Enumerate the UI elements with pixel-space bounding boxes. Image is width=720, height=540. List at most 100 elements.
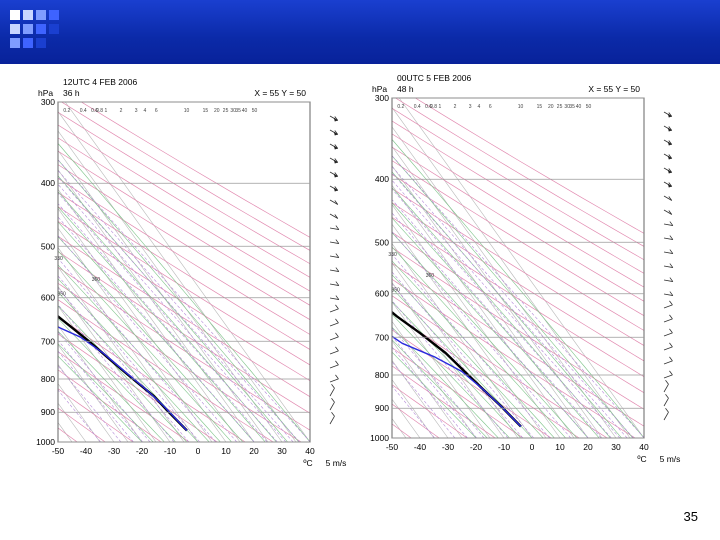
wind-barb-feather xyxy=(334,158,339,163)
dewpoint-profile-line xyxy=(392,335,522,427)
isotherm xyxy=(392,262,519,438)
isotherm xyxy=(340,98,378,438)
wind-barb-icon xyxy=(663,384,669,393)
temperature-tick-label: -40 xyxy=(80,446,93,456)
dry-adiabat xyxy=(392,120,644,274)
dry-adiabat xyxy=(58,150,310,306)
theta-label: 350 xyxy=(391,287,400,293)
wind-barb-icon xyxy=(329,416,335,425)
pressure-tick-label: 500 xyxy=(375,237,389,247)
logo-square xyxy=(10,24,20,34)
mixing-ratio-label: 25 xyxy=(223,108,229,114)
dry-adiabat xyxy=(392,247,644,410)
wind-barb-icon xyxy=(329,255,339,258)
mixing-ratio-label: 0.6 xyxy=(425,104,432,110)
wind-barb-feather xyxy=(335,267,340,272)
wind-barb-feather xyxy=(331,383,335,389)
moist-adiabat xyxy=(392,351,477,438)
moist-adiabat xyxy=(392,202,600,438)
dry-adiabat xyxy=(58,220,310,382)
mixing-ratio-line xyxy=(392,271,534,438)
temperature-tick-label: 10 xyxy=(221,446,231,456)
moist-adiabat xyxy=(392,217,589,438)
isotherm xyxy=(392,223,547,438)
mixing-ratio-line xyxy=(58,275,200,442)
logo-square xyxy=(23,24,33,34)
wind-barb-icon xyxy=(663,209,672,215)
moist-adiabat xyxy=(392,155,634,438)
pressure-tick-label: 800 xyxy=(41,374,55,384)
logo-square xyxy=(23,10,33,20)
mixing-ratio-line xyxy=(58,365,122,442)
isotherm xyxy=(58,110,297,442)
pressure-tick-label: 400 xyxy=(375,174,389,184)
mixing-ratio-label: 4 xyxy=(144,108,147,114)
wind-barb-feather xyxy=(669,221,674,226)
isotherm xyxy=(398,98,644,438)
isotherm xyxy=(340,98,350,438)
plot-area xyxy=(58,102,310,442)
theta-label: 360 xyxy=(92,277,101,283)
wind-barb-icon xyxy=(329,402,335,411)
mixing-ratio-line xyxy=(58,176,294,442)
temperature-tick-label: -40 xyxy=(414,442,427,452)
isotherm xyxy=(392,379,435,438)
mixing-ratio-line xyxy=(392,300,509,438)
wind-barb-icon xyxy=(329,199,338,205)
pressure-tick-label: 500 xyxy=(41,241,55,251)
dry-adiabat xyxy=(58,351,190,442)
grid-location: X = 55 Y = 50 xyxy=(254,88,306,98)
mixing-ratio-line xyxy=(58,216,255,442)
temperature-tick-label: -20 xyxy=(470,442,483,452)
isotherm xyxy=(58,441,59,442)
page-number: 35 xyxy=(683,509,698,524)
mixing-ratio-line xyxy=(392,166,634,438)
dry-adiabat xyxy=(58,111,310,265)
chart-subtitle: 36 h xyxy=(63,88,80,98)
wind-barb-icon xyxy=(663,332,673,337)
moist-adiabat xyxy=(58,278,210,442)
dry-adiabat xyxy=(392,202,644,362)
wind-barb-pennant xyxy=(667,183,672,188)
wind-barb-icon xyxy=(329,364,339,369)
dry-adiabat xyxy=(58,177,310,335)
wind-barb-icon xyxy=(663,251,673,254)
wind-barb-icon xyxy=(329,269,339,272)
dry-adiabat xyxy=(392,173,644,331)
moist-adiabat xyxy=(58,191,277,442)
temperature-tick-label: 0 xyxy=(196,446,201,456)
isotherm xyxy=(58,188,241,442)
dry-adiabat xyxy=(58,299,274,442)
x-axis-label: ºC xyxy=(637,454,646,464)
logo-square xyxy=(23,38,33,48)
wind-barb-pennant xyxy=(667,141,672,146)
wind-barb-feather xyxy=(334,186,339,191)
wind-barb-icon xyxy=(663,293,673,296)
isotherm xyxy=(58,363,115,442)
pressure-tick-label: 900 xyxy=(41,407,55,417)
temperature-tick-label: -10 xyxy=(498,442,511,452)
wind-barb-feather xyxy=(668,112,673,117)
wind-barb-feather xyxy=(335,304,339,310)
moist-adiabat xyxy=(58,343,154,442)
blue-squares-logo xyxy=(10,10,59,54)
logo-square xyxy=(36,10,46,20)
dry-adiabat xyxy=(58,124,310,278)
theta-label: 360 xyxy=(426,273,435,279)
dry-adiabat xyxy=(58,235,310,398)
wind-barb-icon xyxy=(663,398,669,407)
mixing-ratio-label: 50 xyxy=(586,104,592,110)
isotherm xyxy=(58,227,213,442)
dry-adiabat xyxy=(81,102,310,238)
mixing-ratio-line xyxy=(392,253,550,438)
dry-adiabat xyxy=(58,251,310,414)
pressure-tick-label: 700 xyxy=(375,332,389,342)
isotherm xyxy=(392,106,631,438)
wind-barb-icon xyxy=(329,378,339,383)
mixing-ratio-line xyxy=(58,235,238,442)
mixing-ratio-line xyxy=(58,389,101,442)
logo-square xyxy=(36,24,46,34)
isotherm xyxy=(392,281,505,438)
moist-adiabat xyxy=(392,274,544,438)
